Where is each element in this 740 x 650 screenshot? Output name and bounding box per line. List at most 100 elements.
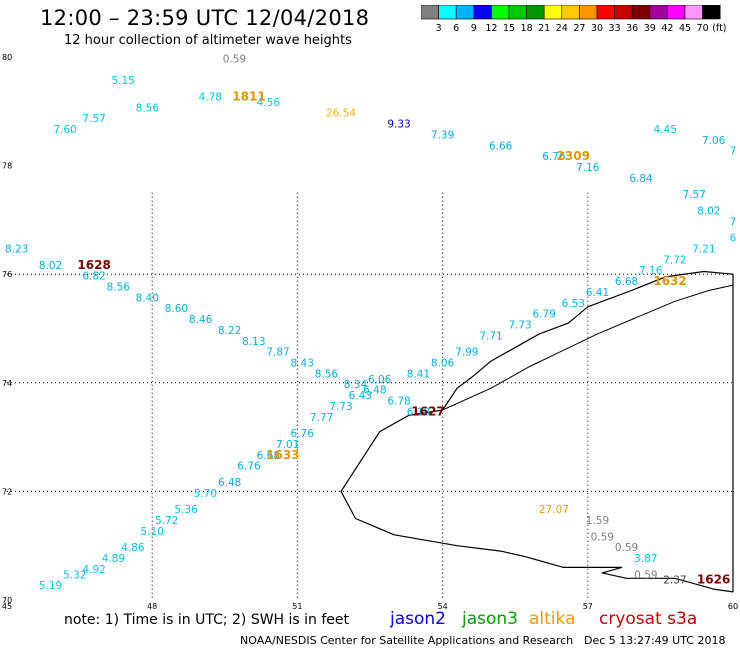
wave-height-value: 7.87: [266, 347, 289, 359]
wave-height-value: 9.33: [387, 119, 410, 131]
wave-height-value: 8.13: [242, 336, 265, 348]
legend-tick-label: 45: [679, 23, 691, 34]
wave-height-value: 6.41: [586, 287, 609, 299]
legend-tick-label: 3: [436, 23, 442, 34]
wave-height-value: 7.73: [329, 401, 352, 413]
wave-height-value: 5.32: [63, 569, 86, 581]
footer-note: note: 1) Time is in UTC; 2) SWH is in fe…: [64, 612, 350, 628]
lon-tick-label: 48: [147, 602, 157, 611]
satellite-label-jason2: jason2: [390, 609, 446, 629]
lat-tick-label: 70: [2, 596, 12, 605]
wave-height-value: 7.39: [431, 129, 454, 141]
legend-tick-label: 6: [453, 23, 459, 34]
credit-line: NOAA/NESDIS Center for Satellite Applica…: [240, 634, 574, 647]
wave-height-value: 8.46: [189, 314, 213, 326]
wave-height-value: 6.76: [291, 428, 315, 440]
wave-height-value: 4.89: [102, 553, 125, 565]
satellite-label-jason3: jason3: [462, 609, 518, 629]
map-subtitle: 12 hour collection of altimeter wave hei…: [64, 33, 352, 48]
wave-height-value: 6.79: [533, 309, 556, 321]
wave-height-value: 6.68: [615, 276, 638, 288]
legend-swatch: [702, 5, 721, 20]
lat-tick-label: 80: [2, 53, 12, 62]
wave-height-value: 8.56: [107, 281, 131, 293]
lon-tick-label: 51: [292, 602, 302, 611]
wave-height-value: 7.71: [479, 330, 502, 342]
legend-tick-label: 70: [697, 23, 709, 34]
generated-timestamp: Dec 5 13:27:49 UTC 2018: [584, 634, 726, 647]
wave-height-value: 6.06: [368, 374, 392, 386]
satellite-label-cryosat: cryosat s3a: [599, 609, 698, 629]
land-outline: [340, 270, 734, 593]
wave-height-value: 4.78: [199, 91, 222, 103]
wave-height-value: 4.86: [121, 542, 145, 554]
lon-tick-label: 57: [583, 602, 593, 611]
wave-height-value: 6.43: [349, 390, 372, 402]
wave-height-value: 8.40: [136, 292, 159, 304]
pass-time-label: 1626: [697, 573, 730, 587]
legend-tick-label: 42: [661, 23, 673, 34]
lat-tick-label: 76: [2, 270, 12, 279]
wave-height-value: 27.07: [539, 504, 569, 516]
legend-tick-label: 15: [503, 23, 515, 34]
wave-height-value: 5.36: [174, 504, 198, 516]
wave-height-value: 0.59: [615, 542, 638, 554]
pass-time-label: 1628: [77, 258, 110, 272]
pass-time-label: 1627: [411, 404, 444, 418]
wave-height-value: 6.53: [562, 298, 585, 310]
wave-height-value: 8.23: [5, 243, 28, 255]
wave-height-value: 5.70: [194, 488, 217, 500]
wave-height-value: 7.16: [576, 162, 600, 174]
wave-height-value: 0.59: [223, 53, 246, 65]
legend-tick-label: 39: [644, 23, 656, 34]
legend-tick-label: 18: [521, 23, 533, 34]
wave-height-value: 6.76: [237, 461, 261, 473]
wave-height-value: 7.01: [276, 439, 299, 451]
legend-tick-label: 36: [626, 23, 638, 34]
wave-height-value: 26.54: [326, 108, 356, 120]
wave-height-value: 4.92: [82, 564, 105, 576]
wave-height-value: 8.34: [344, 379, 368, 391]
wave-height-value: 8.56: [315, 368, 339, 380]
wave-height-value: 7.73: [508, 320, 531, 332]
wave-height-value: 6.66: [489, 140, 513, 152]
wave-height-value: 5.15: [111, 75, 134, 87]
wave-height-value: 6.82: [82, 271, 105, 283]
lat-tick-label: 78: [2, 162, 12, 171]
wave-height-value: 8.60: [165, 303, 188, 315]
wave-height-value: 7: [730, 216, 737, 228]
legend-unit-label: (ft): [712, 23, 726, 34]
wave-height-value: 7.57: [683, 189, 706, 201]
wave-height-value: 5.72: [155, 515, 178, 527]
wave-height-value: 6.68: [257, 450, 280, 462]
map-title: 12:00 – 23:59 UTC 12/04/2018: [40, 6, 370, 30]
satellite-label-altika: altika: [529, 609, 576, 629]
wave-height-value: 7.16: [639, 265, 663, 277]
pass-time-label: 1632: [653, 274, 686, 288]
wave-height-value: 8.02: [39, 260, 62, 272]
wave-height-value: 8.41: [407, 368, 430, 380]
wave-height-value: 8.22: [218, 325, 241, 337]
pass-time-label: 1811: [232, 89, 265, 103]
pass-time-label: 2309: [557, 149, 590, 163]
lon-tick-label: 45: [2, 602, 12, 611]
legend-tick-label: 27: [573, 23, 585, 34]
legend-tick-label: 9: [471, 23, 477, 34]
wave-height-value: 7.99: [455, 347, 478, 359]
wave-height-value: 6.48: [363, 385, 386, 397]
wave-height-value: 7.21: [692, 243, 715, 255]
wave-height-value: 5.10: [141, 526, 164, 538]
wave-height-value: 0.59: [591, 531, 614, 543]
legend-tick-label: 24: [556, 23, 568, 34]
wave-height-value: 6.18: [407, 406, 430, 418]
wave-height-value: 7.57: [82, 113, 105, 125]
wave-height-value: 6.84: [629, 173, 653, 185]
legend-tick-label: 30: [591, 23, 603, 34]
pass-time-label: 1633: [266, 448, 299, 462]
wave-height-value: 8.06: [431, 358, 455, 370]
lat-tick-label: 72: [2, 487, 12, 496]
wave-height-value: 0.59: [634, 569, 657, 581]
wave-height-value: 7.72: [663, 254, 686, 266]
wave-height-value: 6.76: [542, 151, 566, 163]
